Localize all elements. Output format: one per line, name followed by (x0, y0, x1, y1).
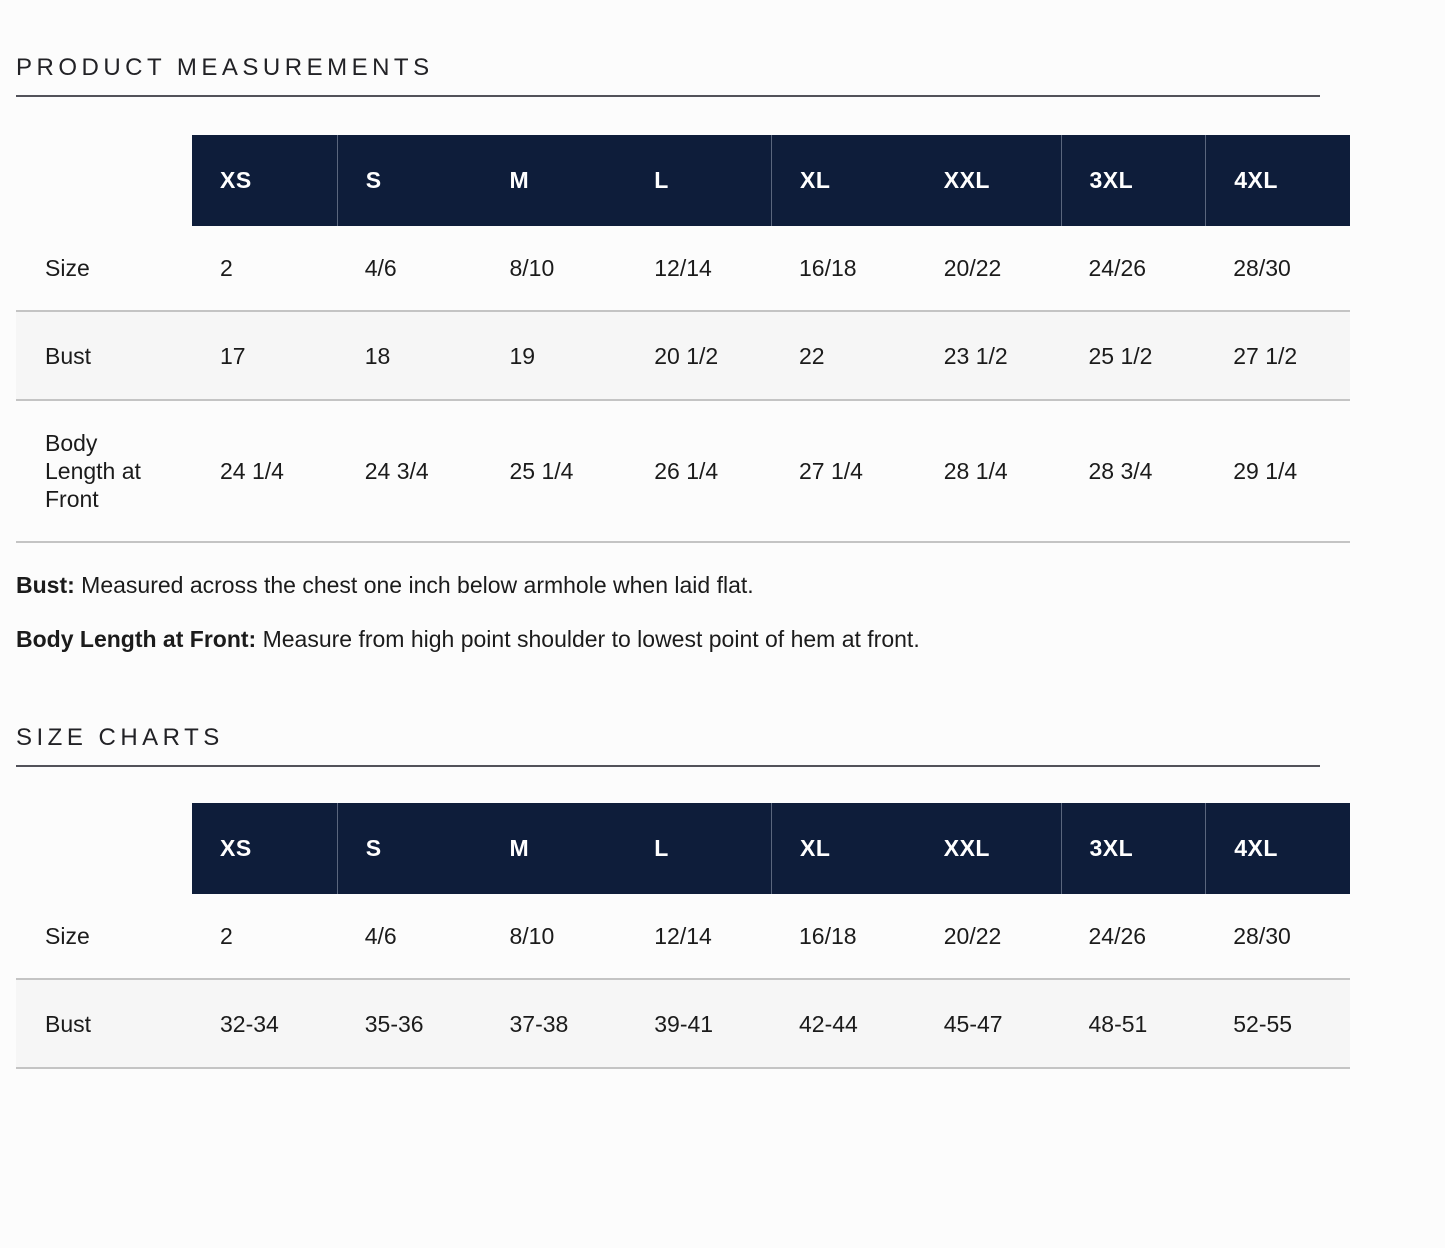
measurement-value: 17 (192, 310, 337, 401)
size-column-header-m: M (481, 803, 627, 894)
measurement-value: 23 1/2 (915, 310, 1061, 401)
measurement-value: 2 (220, 255, 233, 281)
product-measurements-title: PRODUCT MEASUREMENTS (16, 54, 434, 81)
size-column-header-xxl: XXL (915, 135, 1061, 226)
row-label-size: Size (45, 923, 90, 949)
measurement-value: 42-44 (771, 978, 916, 1069)
size-column-header-m: M (481, 135, 627, 226)
measurement-value: 22 (771, 310, 916, 401)
measurement-value: 24 1/4 (192, 401, 337, 543)
measurement-value: 39-41 (626, 978, 771, 1069)
measurement-value: 45-47 (915, 978, 1061, 1069)
row-label-bust: Bust (16, 978, 192, 1069)
note-body-length-text: Measure from high point shoulder to lowe… (256, 626, 920, 652)
measurement-notes: Bust: Measured across the chest one inch… (16, 570, 1445, 654)
measurement-value: 25 1/4 (481, 401, 627, 543)
note-body-length-term: Body Length at Front: (16, 626, 257, 652)
row-label-bust: Bust (16, 310, 192, 401)
size-column-header-3xl: 3XL (1060, 135, 1206, 226)
measurement-value: 27 1/4 (771, 401, 916, 543)
note-bust: Bust: Measured across the chest one inch… (16, 570, 1445, 600)
measurement-value: 35-36 (336, 978, 482, 1069)
size-column-header-l: L (626, 135, 771, 226)
measurement-value: 28 1/4 (915, 401, 1061, 543)
measurement-value: 12/14 (654, 923, 712, 949)
note-bust-text: Measured across the chest one inch below… (74, 572, 754, 598)
section-product-measurements: PRODUCT MEASUREMENTS XS S M L XL XXL 3XL 4XL Siz… (16, 52, 1445, 654)
measurement-value: 28/30 (1233, 923, 1291, 949)
size-column-header-xxl: XXL (915, 803, 1061, 894)
measurement-value: 29 1/4 (1205, 401, 1350, 543)
size-charts-table: XS S M L XL XXL 3XL 4XL Size 2 4/6 8/10 12/14 16/18 20… (16, 803, 1350, 1069)
measurement-value: 4/6 (364, 923, 397, 949)
measurement-value: 24/26 (1088, 923, 1147, 949)
measurement-value: 8/10 (509, 923, 555, 949)
size-column-header-3xl: 3XL (1060, 803, 1206, 894)
measurement-value: 24/26 (1088, 255, 1147, 281)
size-chart-page: PRODUCT MEASUREMENTS XS S M L XL XXL 3XL 4XL Siz… (0, 52, 1445, 1069)
measurement-value: 16/18 (799, 923, 857, 949)
measurement-value: 18 (336, 310, 482, 401)
measurement-value: 37-38 (481, 978, 627, 1069)
table-corner-spacer (16, 135, 192, 226)
product-measurements-table: XS S M L XL XXL 3XL 4XL Size 2 4/6 8/10 12/14 16/18 20… (16, 135, 1350, 543)
size-column-header-l: L (626, 803, 771, 894)
size-charts-title: SIZE CHARTS (16, 724, 224, 751)
note-body-length: Body Length at Front: Measure from high … (16, 624, 1445, 654)
note-bust-term: Bust: (16, 572, 75, 598)
row-label-body-length-at-front: Body Length at Front (16, 401, 192, 543)
size-column-header-xl: XL (771, 803, 916, 894)
measurement-value: 20/22 (943, 923, 1002, 949)
title-rule (16, 95, 1320, 97)
size-column-header-4xl: 4XL (1205, 135, 1350, 226)
measurement-value: 20 1/2 (626, 310, 771, 401)
measurement-value: 2 (220, 923, 233, 949)
size-column-header-xs: XS (192, 135, 337, 226)
measurement-value: 20/22 (943, 255, 1002, 281)
section-size-charts: SIZE CHARTS XS S M L XL XXL 3XL 4XL Size 2 4/6 8/10… (16, 722, 1445, 1069)
measurement-value: 27 1/2 (1205, 310, 1350, 401)
measurement-value: 28 3/4 (1060, 401, 1206, 543)
size-column-header-4xl: 4XL (1205, 803, 1350, 894)
size-column-header-s: S (336, 803, 482, 894)
measurement-value: 8/10 (509, 255, 555, 281)
measurement-value: 4/6 (364, 255, 397, 281)
measurement-value: 25 1/2 (1060, 310, 1206, 401)
measurement-value: 12/14 (654, 255, 712, 281)
size-column-header-s: S (336, 135, 482, 226)
measurement-value: 52-55 (1205, 978, 1350, 1069)
title-rule (16, 765, 1320, 767)
size-column-header-xs: XS (192, 803, 337, 894)
measurement-value: 16/18 (799, 255, 857, 281)
row-label-size: Size (45, 255, 90, 281)
measurement-value: 19 (481, 310, 627, 401)
measurement-value: 28/30 (1233, 255, 1291, 281)
measurement-value: 26 1/4 (626, 401, 771, 543)
measurement-value: 32-34 (192, 978, 337, 1069)
measurement-value: 24 3/4 (336, 401, 482, 543)
table-corner-spacer (16, 803, 192, 894)
size-column-header-xl: XL (771, 135, 916, 226)
measurement-value: 48-51 (1060, 978, 1206, 1069)
